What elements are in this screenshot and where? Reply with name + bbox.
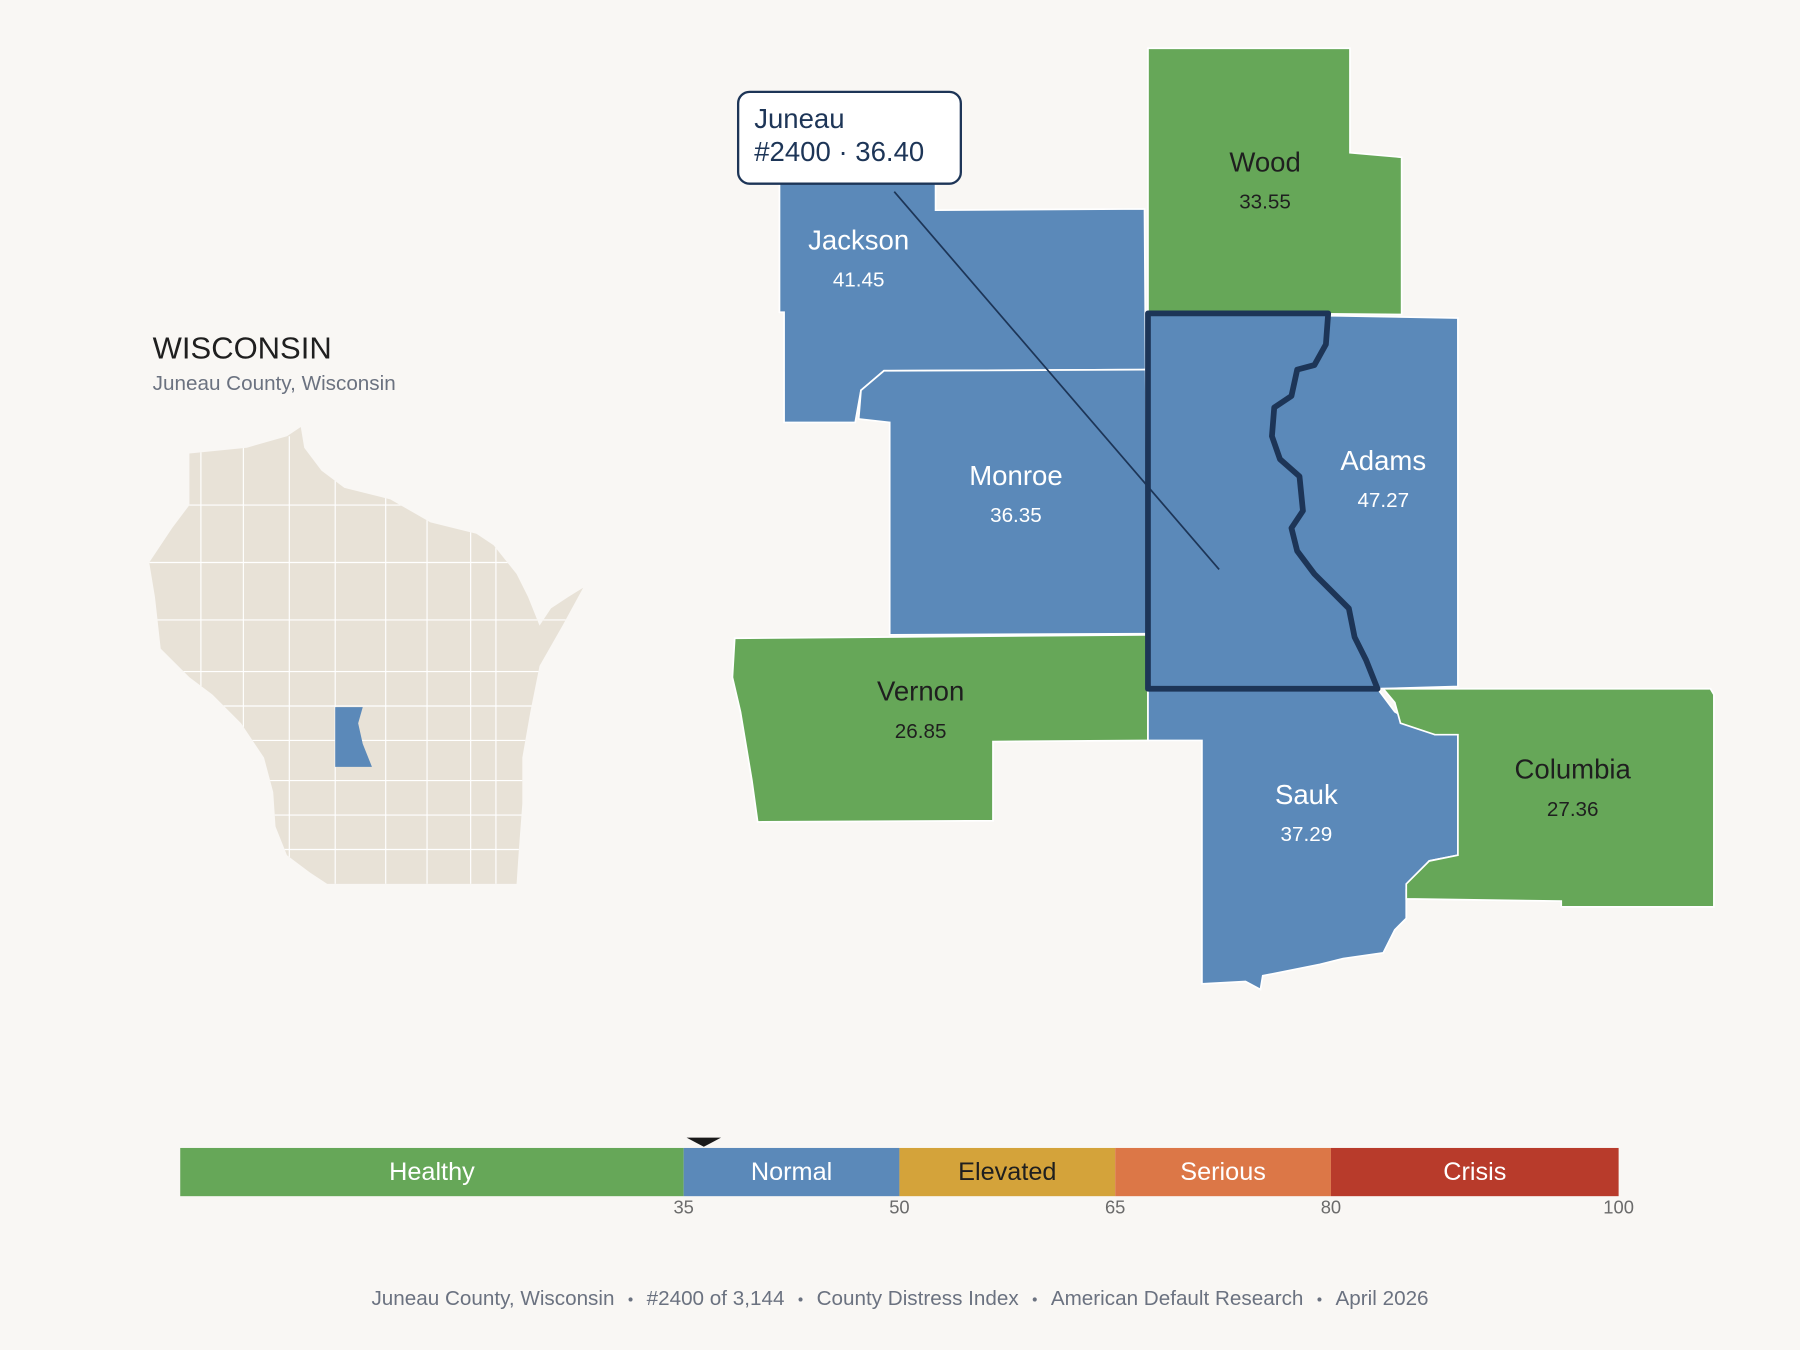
county-name: Adams	[1340, 445, 1426, 476]
county-name: Jackson	[808, 225, 909, 256]
scale-tick-label: 50	[889, 1197, 909, 1218]
footer: Juneau County, Wisconsin #2400 of 3,144 Co…	[371, 1287, 1428, 1310]
footer-separator	[798, 1297, 803, 1302]
footer-item: American Default Research	[1051, 1287, 1304, 1310]
county-shape[interactable]	[857, 368, 1149, 636]
footer-separator	[1032, 1297, 1037, 1302]
footer-separator	[628, 1297, 633, 1302]
scale-tick-label: 100	[1603, 1197, 1634, 1218]
highlight-county	[335, 707, 372, 767]
callout-leader	[893, 191, 1220, 570]
county-name: Sauk	[1275, 779, 1338, 810]
footer-item: County Distress Index	[817, 1287, 1020, 1310]
county-name: Wood	[1229, 146, 1300, 177]
county-value: 37.29	[1281, 823, 1333, 846]
band-label: Elevated	[958, 1158, 1056, 1186]
county-name: Monroe	[969, 460, 1062, 491]
county-value: 33.55	[1239, 191, 1291, 214]
county-value: 36.35	[990, 504, 1042, 527]
band-label: Serious	[1180, 1158, 1266, 1186]
scale-tick-label: 35	[673, 1197, 693, 1218]
callout-detail: #2400 · 36.40	[754, 136, 924, 167]
county-value: 26.85	[895, 720, 947, 743]
footer-item: Juneau County, Wisconsin	[371, 1287, 614, 1310]
scale-legend: Healthy Normal Elevated Serious Crisis 35 50 65…	[180, 1137, 1634, 1218]
county-value: 27.36	[1547, 798, 1599, 821]
county-layer	[731, 47, 1715, 991]
scale-band	[899, 1147, 1116, 1197]
scale-tick-label: 80	[1321, 1197, 1341, 1218]
county-value: 41.45	[833, 269, 885, 292]
county-name: Columbia	[1515, 754, 1632, 785]
state-title: WISCONSIN	[153, 330, 332, 365]
band-label: Crisis	[1443, 1158, 1506, 1186]
band-label: Healthy	[389, 1158, 475, 1186]
footer-item: April 2026	[1336, 1287, 1429, 1310]
county-labels: Wood 33.55 Jackson 41.45 Monroe 36.35 Adams 47.…	[808, 146, 1631, 846]
county-name: Vernon	[877, 676, 964, 707]
county-shape[interactable]	[1381, 687, 1715, 908]
scale-band	[1115, 1147, 1331, 1197]
state-shape	[149, 427, 584, 884]
scale-band	[683, 1147, 900, 1197]
scale-band	[1330, 1147, 1619, 1197]
callout-box	[736, 90, 962, 185]
county-shape[interactable]	[1147, 47, 1403, 316]
footer-item: #2400 of 3,144	[647, 1287, 785, 1310]
callout-name: Juneau	[754, 103, 844, 134]
scale-band	[180, 1147, 684, 1197]
state-minimap	[149, 427, 584, 884]
band-label: Normal	[751, 1158, 832, 1186]
scale-tick-label: 65	[1105, 1197, 1125, 1218]
selected-county[interactable]	[1145, 310, 1381, 692]
county-value: 47.27	[1357, 489, 1409, 512]
state-subtitle: Juneau County, Wisconsin	[153, 372, 396, 395]
scale-marker	[686, 1137, 722, 1147]
footer-separator	[1317, 1297, 1322, 1302]
